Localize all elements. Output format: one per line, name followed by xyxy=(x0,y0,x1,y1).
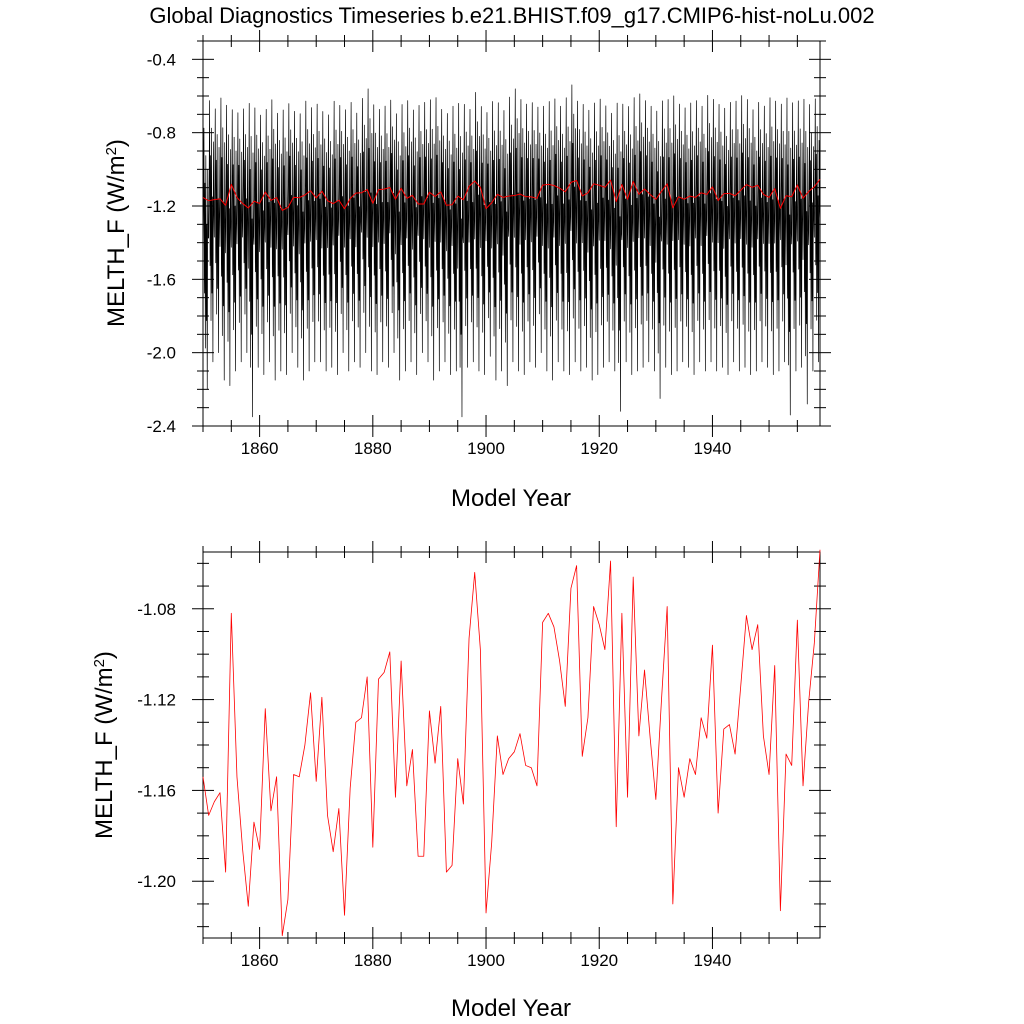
x-tick-label: 1920 xyxy=(580,951,618,970)
x-tick-label: 1900 xyxy=(467,439,505,458)
x-tick-label: 1860 xyxy=(241,951,279,970)
bottom-x-tick-labels: 1860 1880 1900 1920 1940 xyxy=(241,951,732,970)
y-tick-label: -1.16 xyxy=(137,781,176,800)
top-y-tick-labels: -0.4 -0.8 -1.2 -1.6 -2.0 -2.4 xyxy=(147,50,176,436)
top-x-axis-label: Model Year xyxy=(451,485,571,512)
y-tick-label: -1.2 xyxy=(147,197,176,216)
bottom-plot-frame xyxy=(202,551,821,939)
y-tick-label: -1.08 xyxy=(137,600,176,619)
x-tick-label: 1880 xyxy=(354,951,392,970)
y-tick-label: -1.6 xyxy=(147,270,176,289)
monthly-series-line xyxy=(202,84,821,418)
x-tick-label: 1920 xyxy=(580,439,618,458)
y-tick-label: -2.4 xyxy=(147,417,176,436)
x-tick-label: 1940 xyxy=(694,951,732,970)
x-tick-label: 1900 xyxy=(467,951,505,970)
top-series-group xyxy=(202,84,821,418)
x-tick-label: 1860 xyxy=(241,439,279,458)
top-y-axis-label: MELTH_F (W/m2) xyxy=(103,139,131,327)
chart-title: Global Diagnostics Timeseries b.e21.BHIS… xyxy=(149,3,874,28)
bottom-y-axis-label: MELTH_F (W/m2) xyxy=(91,651,119,839)
y-tick-label: -0.4 xyxy=(147,50,176,69)
y-tick-label: -1.20 xyxy=(137,872,176,891)
bottom-series-group xyxy=(202,549,821,937)
top-x-tick-labels: 1860 1880 1900 1920 1940 xyxy=(241,439,732,458)
y-tick-label: -1.12 xyxy=(137,691,176,710)
bottom-axis-ticks xyxy=(192,541,831,949)
x-tick-label: 1880 xyxy=(354,439,392,458)
top-panel: 1860 1880 1900 1920 1940 -0.4 -0.8 -1.2 -1.6 -2.… xyxy=(103,30,831,512)
annual-mean-line xyxy=(202,549,821,937)
x-tick-label: 1940 xyxy=(694,439,732,458)
bottom-x-axis-label: Model Year xyxy=(451,995,571,1022)
bottom-y-tick-labels: -1.08 -1.12 -1.16 -1.20 xyxy=(137,600,176,891)
annual-mean-line xyxy=(202,178,821,211)
bottom-panel: 1860 1880 1900 1920 1940 -1.08 -1.12 -1.16 -1.2… xyxy=(91,541,831,1022)
y-tick-label: -0.8 xyxy=(147,124,176,143)
y-tick-label: -2.0 xyxy=(147,344,176,363)
